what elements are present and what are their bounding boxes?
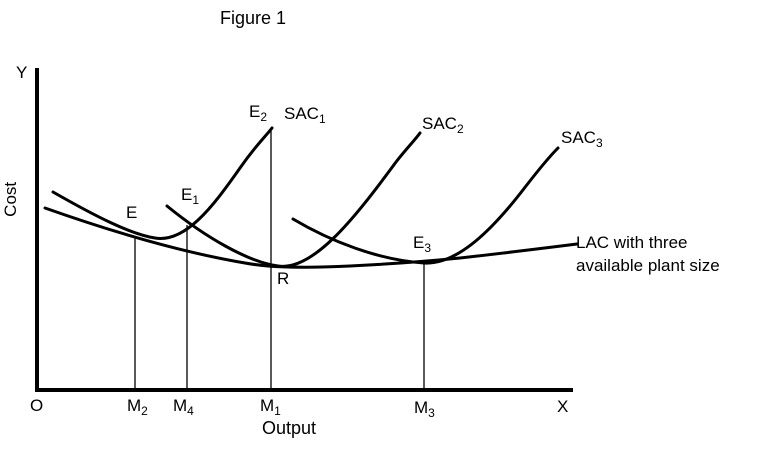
label-sac1: SAC1 xyxy=(284,104,326,126)
point-e3-text: E xyxy=(413,233,425,252)
label-sac2-text: SAC xyxy=(422,114,457,133)
point-e2-text: E xyxy=(249,102,261,121)
point-e1: E1 xyxy=(181,185,200,207)
point-r: R xyxy=(277,269,290,291)
point-e2-sub: 2 xyxy=(260,110,268,124)
tick-m1-sub: 1 xyxy=(274,404,281,418)
tick-m2: M2 xyxy=(127,396,148,418)
figure-title: Figure 1 xyxy=(220,8,287,28)
tick-m2-sub: 2 xyxy=(141,404,148,418)
tick-m4-text: M xyxy=(173,396,188,415)
point-e2: E2 xyxy=(249,102,268,124)
lac-curve xyxy=(43,206,579,269)
x-axis-label: X xyxy=(557,397,569,416)
tick-m3-text: M xyxy=(414,398,429,417)
tick-m3-sub: 3 xyxy=(428,406,435,420)
origin-label: O xyxy=(30,396,44,415)
label-lac: LAC with three available plant size xyxy=(576,231,720,277)
label-sac3: SAC3 xyxy=(561,128,603,150)
sac3-curve xyxy=(291,146,560,265)
label-sac3-sub: 3 xyxy=(595,136,603,150)
tick-m4: M4 xyxy=(173,396,194,418)
sac2-curve xyxy=(165,131,422,268)
point-e: E xyxy=(126,203,138,225)
label-lac-line1: LAC with three xyxy=(576,233,688,252)
tick-m1: M1 xyxy=(260,396,281,418)
tick-m4-sub: 4 xyxy=(187,404,194,418)
tick-m1-text: M xyxy=(260,396,275,415)
label-sac1-sub: 1 xyxy=(318,112,326,126)
label-sac2: SAC2 xyxy=(422,114,464,136)
point-r-text: R xyxy=(277,269,290,288)
tick-m3: M3 xyxy=(414,398,435,420)
point-e-text: E xyxy=(126,203,138,222)
label-sac1-text: SAC xyxy=(284,104,319,123)
point-e3: E3 xyxy=(413,233,432,255)
x-axis-title: Output xyxy=(262,418,317,438)
y-axis-title: Cost xyxy=(1,181,21,217)
tick-m2-text: M xyxy=(127,396,142,415)
point-e1-sub: 1 xyxy=(192,193,200,207)
point-e3-sub: 3 xyxy=(424,241,432,255)
sac1-curve xyxy=(51,126,274,240)
label-sac3-text: SAC xyxy=(561,128,596,147)
label-lac-line2: available plant size xyxy=(576,256,720,275)
point-e1-text: E xyxy=(181,185,193,204)
y-axis-label: Y xyxy=(16,63,28,82)
label-sac2-sub: 2 xyxy=(456,122,464,136)
